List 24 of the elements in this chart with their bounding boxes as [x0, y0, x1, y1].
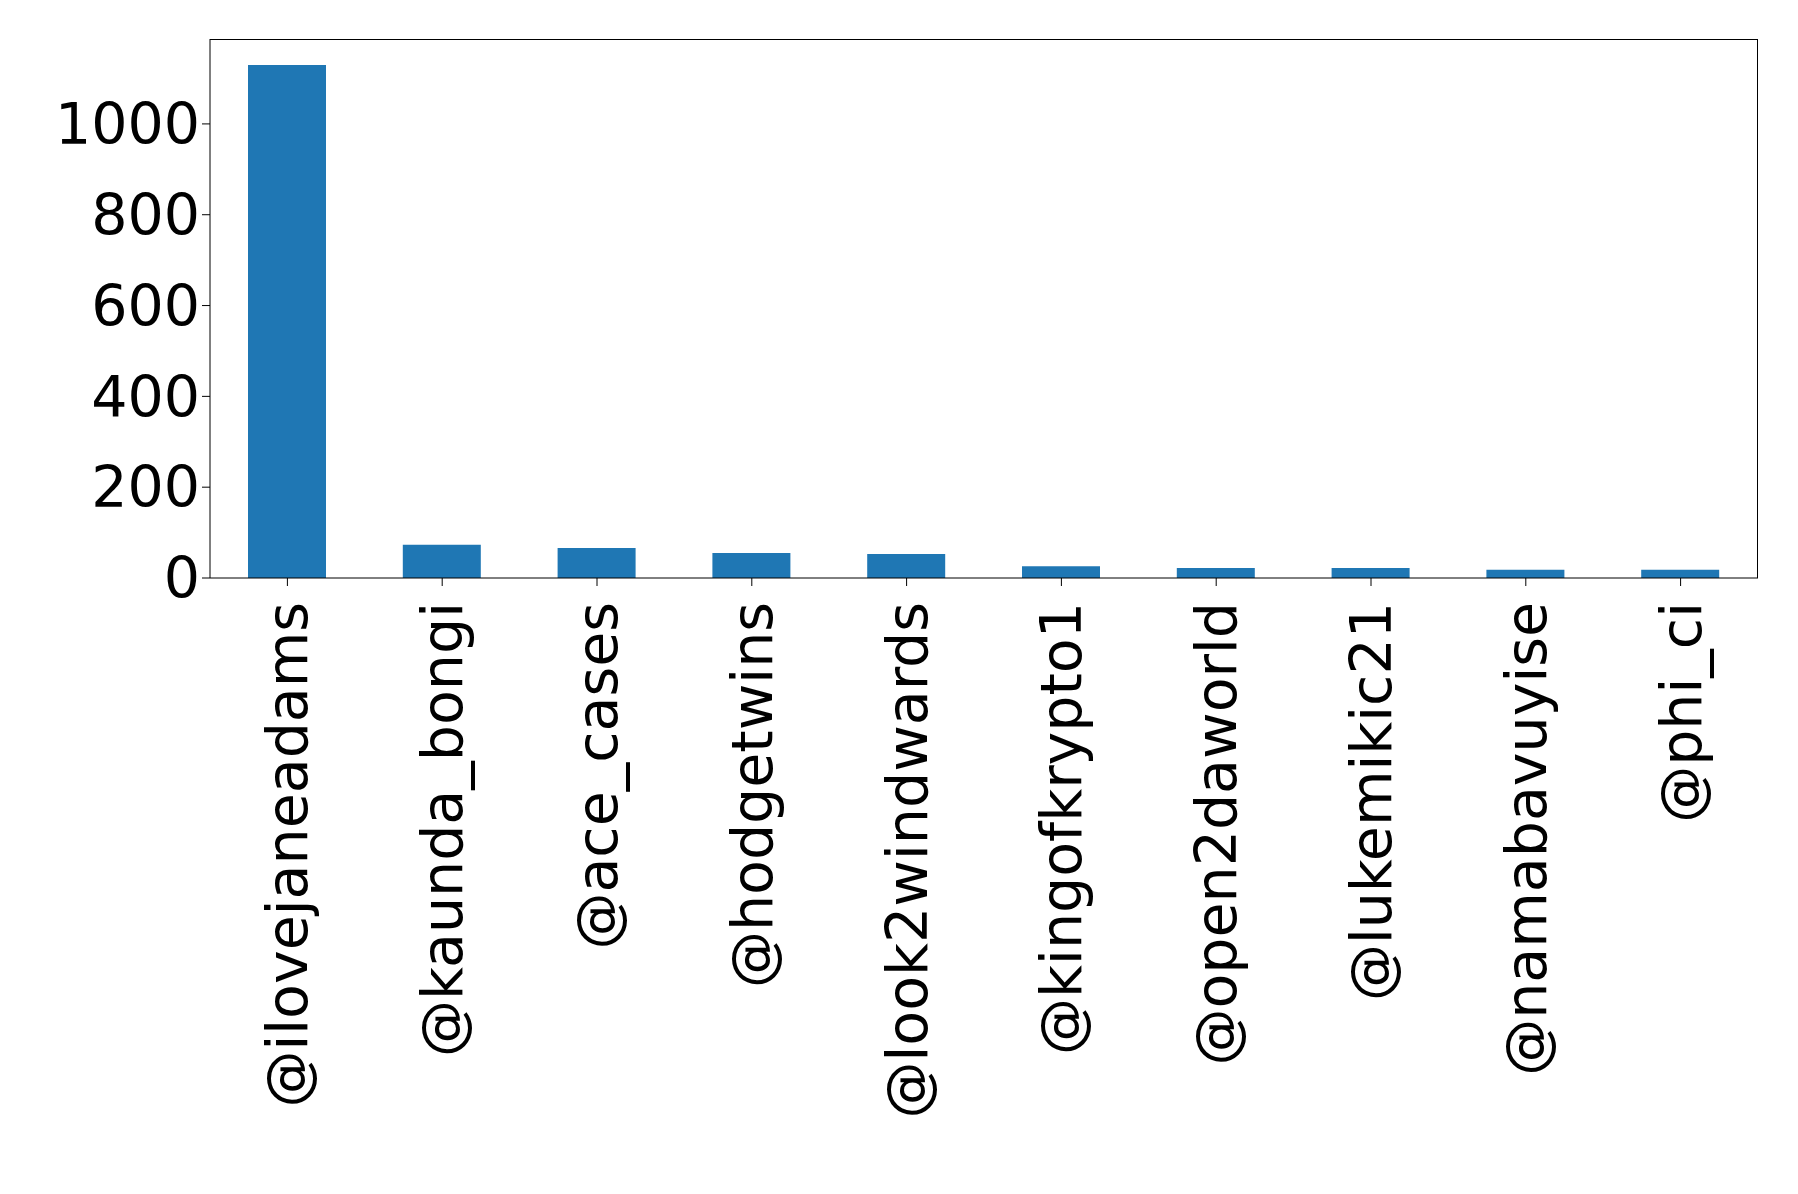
x-tick-label: @phi_ci — [1647, 602, 1714, 823]
bar — [248, 64, 326, 578]
x-tick-label: @look2windwards — [873, 602, 940, 1119]
bar — [712, 553, 791, 578]
x-tick-label: @kaunda_bongi — [409, 602, 476, 1057]
y-tick-label: 0 — [163, 545, 200, 612]
bar — [1331, 568, 1410, 578]
y-tick-label: 600 — [91, 272, 200, 339]
x-tick-label: @kingofkrypto1 — [1028, 602, 1095, 1055]
bar — [867, 553, 946, 578]
y-tick-label: 800 — [91, 181, 200, 248]
y-tick-label: 400 — [91, 363, 200, 430]
bar — [1176, 568, 1255, 578]
x-tick-label: @namabavuyise — [1492, 602, 1559, 1076]
x-tick-label: @ilovejaneadams — [254, 602, 321, 1108]
x-tick-label: @ace_cases — [564, 602, 630, 950]
y-tick-label: 1000 — [54, 91, 200, 158]
x-tick-label: @lukemikic21 — [1338, 602, 1404, 1002]
bar — [1022, 566, 1100, 578]
bar — [557, 548, 636, 578]
y-tick-label: 200 — [91, 454, 200, 521]
bar — [402, 544, 481, 578]
x-tick-label: @hodgetwins — [718, 602, 785, 989]
x-tick-label: @open2daworld — [1183, 602, 1250, 1066]
